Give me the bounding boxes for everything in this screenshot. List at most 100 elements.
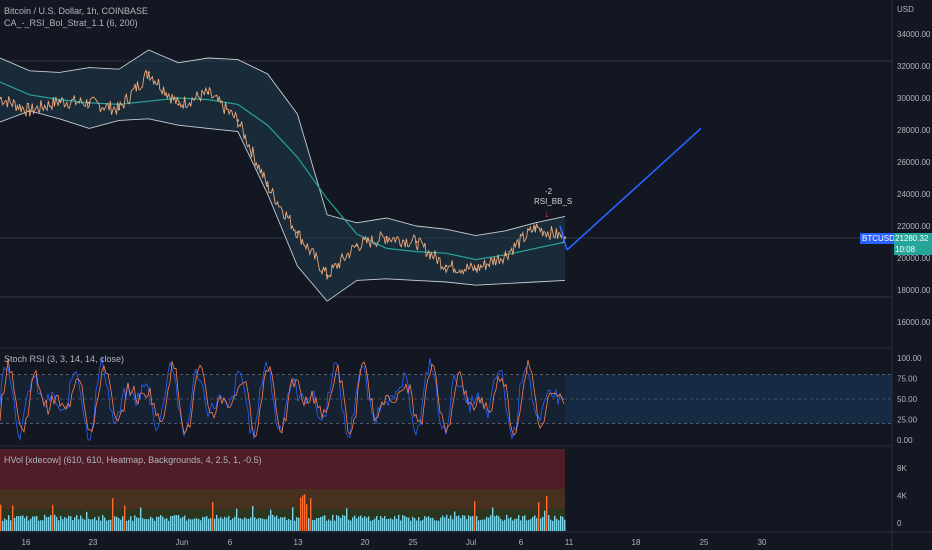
hvol-bar [278, 518, 280, 531]
hvol-bar [162, 516, 164, 531]
hvol-bar [282, 517, 284, 531]
symbol-legend[interactable]: Bitcoin / U.S. Dollar, 1h, COINBASE [4, 6, 149, 16]
price-point [563, 236, 567, 239]
hvol-bar [330, 520, 332, 531]
hvol-bar [318, 518, 320, 531]
hvol-bar [4, 518, 6, 531]
hvol-bar [204, 517, 206, 531]
time-axis[interactable]: 16 23 Jun 6 13 20 25 Jul 6 11 18 25 30 [22, 538, 767, 547]
hvol-bar [498, 516, 500, 531]
hvol-bar [384, 516, 386, 531]
hvol-bar [288, 518, 290, 531]
hvol-bar [244, 517, 246, 531]
hvol-bar [468, 515, 470, 531]
stoch-rsi-legend[interactable]: Stoch RSI (3, 3, 14, 14, close) [4, 354, 125, 364]
price-axis[interactable]: 34000.00 32000.00 30000.00 28000.00 26000.00… [897, 30, 931, 327]
hvol-bar [350, 520, 352, 531]
hvol-bar [514, 518, 516, 531]
hvol-bar [296, 517, 298, 531]
hvol-bar [96, 520, 98, 531]
hvol-bar [338, 516, 340, 531]
hvol-bar [206, 515, 208, 531]
stoch-axis-label: 75.00 [897, 375, 918, 384]
hvol-bar [214, 518, 216, 531]
hvol-bar [26, 516, 28, 531]
hvol-bar [534, 515, 536, 531]
hvol-bar [32, 516, 34, 531]
hvol-bar [436, 520, 438, 531]
hvol-bar [272, 514, 274, 531]
hvol-bar [314, 520, 316, 531]
hvol-bar [8, 515, 10, 531]
hvol-bar [198, 518, 200, 531]
hvol-bar [438, 520, 440, 531]
hvol-bar [484, 519, 486, 531]
hvol-bar [294, 520, 296, 531]
hvol-bar [410, 520, 412, 531]
hvol-bar [370, 520, 372, 531]
hvol-bar [532, 517, 534, 531]
hvol-bar [482, 519, 484, 531]
hvol-bar [352, 517, 354, 531]
hvol-bar [560, 515, 562, 531]
hvol-bar [122, 516, 124, 531]
hvol-bar [6, 519, 8, 531]
price-point [147, 71, 150, 74]
bollinger-upper-line [0, 49, 566, 237]
hvol-bar [22, 515, 24, 531]
hvol-bar [106, 520, 108, 531]
hvol-bar [2, 520, 4, 531]
hvol-bar [394, 516, 396, 531]
hvol-bar [136, 517, 138, 531]
time-axis-label: 23 [89, 538, 98, 547]
price-axis-label: 18000.00 [897, 286, 931, 295]
hvol-bar [200, 520, 202, 531]
hvol-bar [462, 515, 464, 531]
hvol-bar [444, 517, 446, 531]
hvol-bar [476, 516, 478, 531]
price-point [236, 119, 240, 122]
hvol-bar [298, 517, 300, 531]
hvol-bar [130, 516, 132, 531]
hvol-bar [154, 520, 156, 531]
hvol-bar [58, 520, 60, 531]
bollinger-lower-line [0, 110, 566, 302]
hvol-bar [18, 516, 20, 531]
time-axis-label: 6 [519, 538, 524, 547]
hvol-bar [60, 515, 62, 531]
hvol-bar [170, 516, 172, 531]
hvol-bar [472, 516, 474, 531]
price-point [296, 231, 299, 234]
hvol-bar [348, 519, 350, 531]
strategy-legend[interactable]: CA_-_RSI_Bol_Strat_1.1 (6, 200) [4, 18, 138, 28]
hvol-bar [380, 516, 382, 531]
hvol-bar [494, 516, 496, 531]
hvol-bar [90, 519, 92, 531]
hvol-bar [80, 515, 82, 531]
hvol-bar [354, 515, 356, 531]
hvol-bar [128, 519, 130, 531]
hvol-bar [564, 519, 566, 531]
hvol-bar [450, 515, 452, 531]
hvol-bar [100, 520, 102, 531]
hvol-bar [392, 519, 394, 531]
hvol-bar [260, 518, 262, 531]
hvol-bar [548, 515, 550, 531]
hvol-bar [158, 516, 160, 531]
hvol-bar [416, 520, 418, 531]
price-point [28, 109, 31, 113]
price-series-line [0, 69, 566, 281]
hvol-bar [44, 514, 46, 531]
hvol-bar [164, 518, 166, 531]
hvol-pane: 8K 4K 0 [0, 449, 907, 531]
hvol-bar [302, 495, 304, 531]
stoch-axis-label: 25.00 [897, 416, 918, 425]
hvol-bar [226, 517, 228, 531]
hvol-legend[interactable]: HVol [xdecow] (610, 610, Heatmap, Backgr… [4, 455, 262, 465]
hvol-bar [232, 518, 234, 531]
hvol-bar [378, 520, 380, 531]
hvol-bar [312, 520, 314, 531]
hvol-bar [430, 517, 432, 531]
hvol-bar [290, 520, 292, 531]
hvol-bar [516, 518, 518, 531]
